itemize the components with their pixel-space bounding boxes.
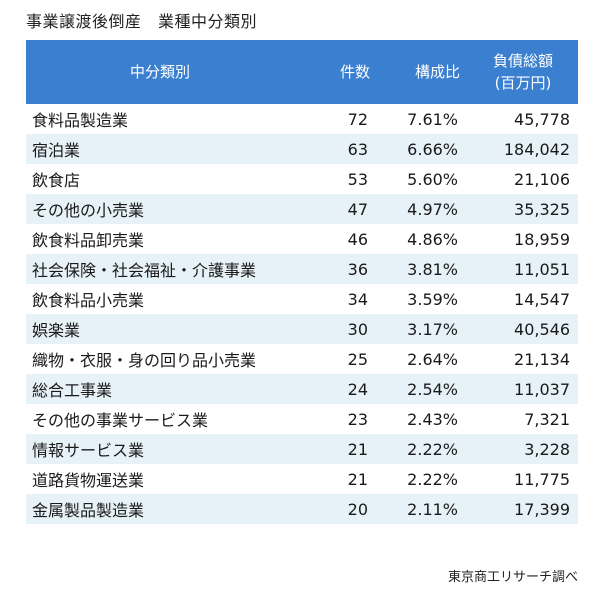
cell-count: 46	[347, 229, 368, 249]
cell-ratio: 2.22%	[407, 439, 458, 459]
cell-count: 24	[347, 379, 368, 399]
cell-debt: 7,321	[524, 409, 570, 429]
cell-name: 総合工事業	[32, 381, 113, 400]
cell-count: 25	[347, 349, 368, 369]
cell-debt: 184,042	[503, 139, 570, 159]
cell-count: 36	[347, 259, 368, 279]
cell-count: 20	[347, 499, 368, 519]
cell-ratio: 2.11%	[407, 499, 458, 519]
cell-debt: 35,325	[514, 199, 570, 219]
cell-count: 34	[347, 289, 368, 309]
header-debt-title: 負債総額	[492, 52, 553, 70]
cell-name: 飲食料品小売業	[32, 291, 145, 310]
table-row: 金属製品製造業 20 2.11% 17,399	[26, 494, 578, 524]
industry-table: 中分類別 件数 構成比 負債総額 (百万円) 食料品製造業 72 7.61% 45,7…	[26, 40, 578, 524]
table-header: 中分類別 件数 構成比 負債総額 (百万円)	[26, 40, 578, 104]
cell-ratio: 2.54%	[407, 379, 458, 399]
cell-count: 30	[347, 319, 368, 339]
cell-name: 娯楽業	[32, 321, 81, 340]
cell-name: 飲食店	[32, 171, 81, 190]
cell-debt: 11,037	[514, 379, 570, 399]
cell-debt: 18,959	[514, 229, 570, 249]
table-title: 事業譲渡後倒産 業種中分類別	[26, 12, 258, 31]
cell-ratio: 7.61%	[407, 109, 458, 129]
table-body: 食料品製造業 72 7.61% 45,778 宿泊業 63 6.66% 184,042 飲食店 5…	[26, 104, 578, 524]
header-debt-unit: (百万円)	[494, 74, 552, 92]
cell-debt: 45,778	[514, 109, 570, 129]
cell-name: 道路貨物運送業	[32, 471, 145, 490]
table-row: 総合工事業 24 2.54% 11,037	[26, 374, 578, 404]
cell-debt: 40,546	[514, 319, 570, 339]
cell-debt: 14,547	[514, 289, 570, 309]
cell-name: 社会保険・社会福祉・介護事業	[32, 261, 257, 280]
table-row: その他の小売業 47 4.97% 35,325	[26, 194, 578, 224]
table-row: 飲食店 53 5.60% 21,106	[26, 164, 578, 194]
cell-count: 47	[347, 199, 368, 219]
cell-ratio: 3.81%	[407, 259, 458, 279]
cell-name: 情報サービス業	[32, 441, 145, 460]
cell-name: 金属製品製造業	[32, 501, 145, 520]
cell-count: 21	[347, 439, 368, 459]
cell-debt: 11,775	[514, 469, 570, 489]
cell-debt: 17,399	[514, 499, 570, 519]
table-row: 宿泊業 63 6.66% 184,042	[26, 134, 578, 164]
cell-ratio: 5.60%	[407, 169, 458, 189]
header-row: 中分類別 件数 構成比 負債総額 (百万円)	[26, 40, 578, 104]
table-row: 織物・衣服・身の回り品小売業 25 2.64% 21,134	[26, 344, 578, 374]
table-row: 道路貨物運送業 21 2.22% 11,775	[26, 464, 578, 494]
table-row: 情報サービス業 21 2.22% 3,228	[26, 434, 578, 464]
cell-name: その他の事業サービス業	[32, 411, 209, 430]
table-row: 娯楽業 30 3.17% 40,546	[26, 314, 578, 344]
header-category: 中分類別	[129, 63, 190, 81]
cell-name: 宿泊業	[32, 141, 81, 160]
source-note: 東京商工リサーチ調べ	[447, 570, 578, 585]
cell-ratio: 3.17%	[407, 319, 458, 339]
cell-count: 21	[347, 469, 368, 489]
cell-ratio: 6.66%	[407, 139, 458, 159]
cell-count: 53	[347, 169, 368, 189]
cell-name: その他の小売業	[32, 201, 145, 220]
cell-debt: 21,134	[514, 349, 570, 369]
cell-ratio: 4.86%	[407, 229, 458, 249]
cell-count: 23	[347, 409, 368, 429]
table-row: 食料品製造業 72 7.61% 45,778	[26, 104, 578, 134]
cell-name: 食料品製造業	[32, 111, 129, 130]
header-ratio: 構成比	[414, 63, 460, 81]
header-debt: 負債総額 (百万円)	[468, 40, 578, 104]
table-row: 飲食料品小売業 34 3.59% 14,547	[26, 284, 578, 314]
cell-debt: 11,051	[514, 259, 570, 279]
cell-count: 63	[347, 139, 368, 159]
cell-ratio: 2.43%	[407, 409, 458, 429]
cell-ratio: 3.59%	[407, 289, 458, 309]
cell-name: 織物・衣服・身の回り品小売業	[32, 351, 257, 370]
table-row: その他の事業サービス業 23 2.43% 7,321	[26, 404, 578, 434]
cell-debt: 3,228	[524, 439, 570, 459]
cell-ratio: 2.22%	[407, 469, 458, 489]
cell-name: 飲食料品卸売業	[32, 231, 145, 250]
header-count: 件数	[339, 63, 370, 81]
cell-ratio: 2.64%	[407, 349, 458, 369]
cell-debt: 21,106	[514, 169, 570, 189]
cell-ratio: 4.97%	[407, 199, 458, 219]
table-row: 社会保険・社会福祉・介護事業 36 3.81% 11,051	[26, 254, 578, 284]
table-row: 飲食料品卸売業 46 4.86% 18,959	[26, 224, 578, 254]
cell-count: 72	[347, 109, 368, 129]
